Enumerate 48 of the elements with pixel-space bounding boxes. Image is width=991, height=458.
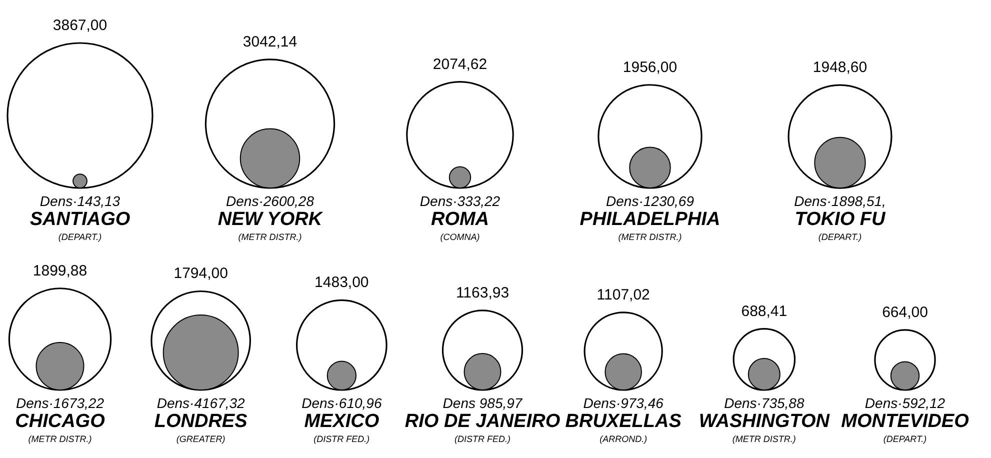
data-label: Dens·333,22	[420, 193, 500, 209]
category-label: CHICAGO	[15, 411, 106, 432]
text: (DEPART.)	[58, 232, 102, 242]
data-label: 1483,00	[314, 274, 369, 292]
text: (METR DISTR.)	[28, 434, 92, 444]
data-label: Dens·1673,22	[16, 395, 104, 411]
category-label: BRUXELLAS	[565, 411, 682, 432]
text: (COMNA)	[440, 232, 480, 242]
category-label: RIO DE JANEIRO	[404, 411, 560, 432]
data-label: 688,41	[741, 302, 788, 320]
data-label: Dens·1230,69	[606, 193, 694, 209]
data-label: Dens·610,96	[302, 395, 382, 411]
category-label: MEXICO	[304, 411, 380, 432]
text: (METR DISTR.)	[732, 434, 796, 444]
data-label: Dens·973,46	[583, 395, 664, 411]
text: (DISTR FED.)	[314, 434, 370, 444]
category-label: TOKIO FU	[794, 209, 886, 230]
category-label: MONTEVIDEO	[841, 411, 970, 432]
category-label: ROMA	[430, 209, 490, 230]
category-label: WASHINGTON	[698, 411, 831, 432]
text: (METR DISTR.)	[618, 232, 682, 242]
text: (METR DISTR.)	[238, 232, 302, 242]
category-label: PHILADELPHIA	[580, 209, 720, 230]
data-label: Dens·1898,51,	[794, 193, 886, 209]
category-label: SANTIAGO	[30, 209, 130, 230]
data-label: 1163,93	[456, 284, 510, 302]
data-label: Dens·143,13	[40, 193, 120, 209]
data-label: 1899,88	[32, 262, 88, 280]
data-label: Dens·4167,32	[156, 395, 246, 411]
text: (ARROND.)	[600, 434, 648, 444]
text: (DEPART.)	[818, 232, 862, 242]
data-label: 3042,14	[242, 33, 298, 50]
data-label: 3867,00	[52, 17, 108, 34]
category-label: LONDRES	[154, 411, 248, 432]
data-label: Dens·2600,28	[226, 193, 314, 209]
data-label: 1948,60	[812, 59, 868, 76]
data-label: 664,00	[882, 304, 928, 321]
data-label: 2074,62	[432, 56, 488, 73]
data-label: 1956,00	[622, 58, 678, 76]
data-label: Dens·735,88	[724, 395, 804, 411]
data-label: Dens 985,97	[442, 395, 524, 411]
data-label: 1794,00	[174, 265, 228, 282]
data-label: Dens·592,12	[864, 395, 946, 411]
text: (DISTR FED.)	[454, 434, 510, 444]
text: (DEPART.)	[883, 434, 927, 444]
data-label: 1107,02	[596, 286, 650, 304]
text: (GREATER)	[176, 434, 226, 444]
category-label: NEW YORK	[218, 209, 324, 230]
